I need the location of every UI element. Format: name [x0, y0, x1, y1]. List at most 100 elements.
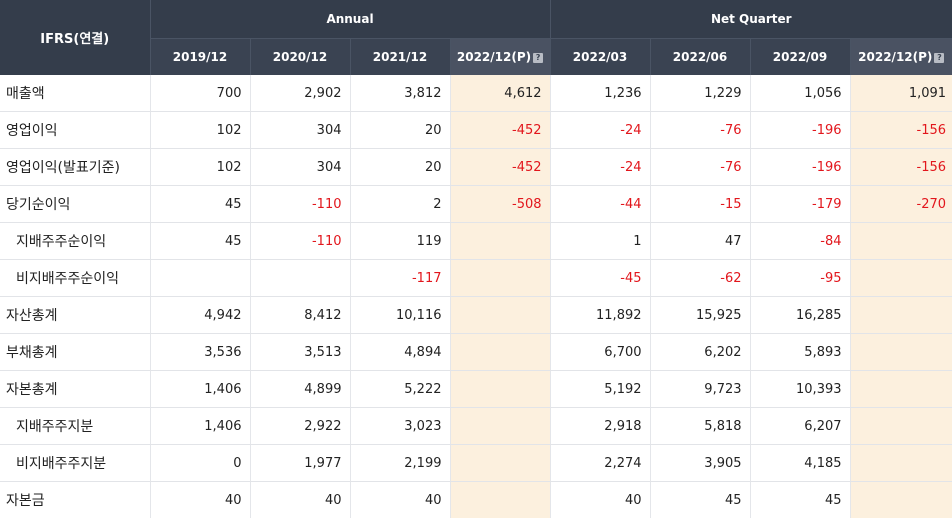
value-cell: [450, 259, 551, 297]
period-header: 2022/09: [750, 38, 851, 75]
value-cell: -452: [450, 111, 551, 149]
row-label: 영업이익(발표기준): [0, 148, 151, 186]
value-cell: [850, 222, 952, 260]
table-row: 지배주주지분 1,406 2,922 3,023 2,918 5,818 6,207: [0, 407, 952, 445]
value-cell: [450, 370, 551, 408]
row-label: 지배주주지분: [0, 407, 151, 445]
value-cell: 45: [750, 481, 851, 518]
value-cell: 3,905: [650, 444, 751, 482]
value-cell: 1,977: [250, 444, 351, 482]
value-cell: 3,513: [250, 333, 351, 371]
value-cell: -95: [750, 259, 851, 297]
value-cell: 4,185: [750, 444, 851, 482]
table-row: 영업이익 102 304 20 -452 -24 -76 -196 -156: [0, 111, 952, 149]
value-cell: [850, 296, 952, 334]
value-cell: [850, 333, 952, 371]
value-cell: -117: [350, 259, 451, 297]
table-row: 자본총계 1,406 4,899 5,222 5,192 9,723 10,393: [0, 370, 952, 408]
value-cell: 119: [350, 222, 451, 260]
table-row: 비지배주주순이익 -117 -45 -62 -95: [0, 259, 952, 297]
ifrs-basis-header: IFRS(연결): [0, 0, 151, 75]
period-header-estimate: 2022/12(P)?: [450, 38, 551, 75]
value-cell: [450, 296, 551, 334]
table-row: 비지배주주지분 0 1,977 2,199 2,274 3,905 4,185: [0, 444, 952, 482]
table-row: 매출액 700 2,902 3,812 4,612 1,236 1,229 1,056 1,09…: [0, 75, 952, 112]
table-row: 자본금 40 40 40 40 45 45: [0, 481, 952, 518]
value-cell: [850, 407, 952, 445]
value-cell: 3,023: [350, 407, 451, 445]
value-cell: [250, 259, 351, 297]
row-label: 지배주주순이익: [0, 222, 151, 260]
value-cell: 10,393: [750, 370, 851, 408]
value-cell: 1: [550, 222, 651, 260]
table-row: 지배주주순이익 45 -110 119 1 47 -84: [0, 222, 952, 260]
value-cell: [850, 444, 952, 482]
value-cell: 5,222: [350, 370, 451, 408]
value-cell: 40: [550, 481, 651, 518]
value-cell: 6,202: [650, 333, 751, 371]
value-cell: 45: [150, 185, 251, 223]
value-cell: 2,199: [350, 444, 451, 482]
value-cell: [450, 333, 551, 371]
value-cell: [150, 259, 251, 297]
value-cell: [450, 444, 551, 482]
value-cell: [450, 481, 551, 518]
value-cell: 102: [150, 111, 251, 149]
row-label: 비지배주주순이익: [0, 259, 151, 297]
value-cell: -44: [550, 185, 651, 223]
value-cell: 304: [250, 148, 351, 186]
value-cell: 10,116: [350, 296, 451, 334]
table-row: 부채총계 3,536 3,513 4,894 6,700 6,202 5,893: [0, 333, 952, 371]
row-label: 당기순이익: [0, 185, 151, 223]
value-cell: 0: [150, 444, 251, 482]
value-cell: 1,406: [150, 407, 251, 445]
value-cell: -76: [650, 148, 751, 186]
value-cell: -110: [250, 185, 351, 223]
value-cell: 11,892: [550, 296, 651, 334]
annual-header: Annual: [150, 0, 551, 39]
question-icon[interactable]: ?: [934, 53, 945, 63]
value-cell: 47: [650, 222, 751, 260]
row-label: 자본총계: [0, 370, 151, 408]
row-label: 자본금: [0, 481, 151, 518]
value-cell: -62: [650, 259, 751, 297]
value-cell: 6,207: [750, 407, 851, 445]
value-cell: 40: [250, 481, 351, 518]
period-header-estimate: 2022/12(P)?: [850, 38, 952, 75]
row-label: 매출액: [0, 75, 151, 112]
period-header: 2020/12: [250, 38, 351, 75]
value-cell: 4,942: [150, 296, 251, 334]
value-cell: 2,902: [250, 75, 351, 112]
table-row: 자산총계 4,942 8,412 10,116 11,892 15,925 16,285: [0, 296, 952, 334]
value-cell: 4,894: [350, 333, 451, 371]
value-cell: 3,812: [350, 75, 451, 112]
value-cell: 16,285: [750, 296, 851, 334]
period-header: 2022/03: [550, 38, 651, 75]
value-cell: 20: [350, 111, 451, 149]
value-cell: [850, 370, 952, 408]
value-cell: 102: [150, 148, 251, 186]
value-cell: 1,406: [150, 370, 251, 408]
value-cell: 40: [150, 481, 251, 518]
value-cell: 4,612: [450, 75, 551, 112]
value-cell: -156: [850, 111, 952, 149]
period-header: 2022/06: [650, 38, 751, 75]
value-cell: 1,056: [750, 75, 851, 112]
value-cell: 45: [150, 222, 251, 260]
value-cell: 304: [250, 111, 351, 149]
value-cell: 9,723: [650, 370, 751, 408]
value-cell: [850, 259, 952, 297]
value-cell: 1,229: [650, 75, 751, 112]
value-cell: 2,274: [550, 444, 651, 482]
value-cell: -76: [650, 111, 751, 149]
value-cell: 45: [650, 481, 751, 518]
table-row: 영업이익(발표기준) 102 304 20 -452 -24 -76 -196 -156: [0, 148, 952, 186]
question-icon[interactable]: ?: [533, 53, 544, 63]
value-cell: 2,918: [550, 407, 651, 445]
value-cell: 40: [350, 481, 451, 518]
value-cell: 8,412: [250, 296, 351, 334]
value-cell: 5,818: [650, 407, 751, 445]
value-cell: 5,192: [550, 370, 651, 408]
value-cell: -24: [550, 111, 651, 149]
table-row: 당기순이익 45 -110 2 -508 -44 -15 -179 -270: [0, 185, 952, 223]
